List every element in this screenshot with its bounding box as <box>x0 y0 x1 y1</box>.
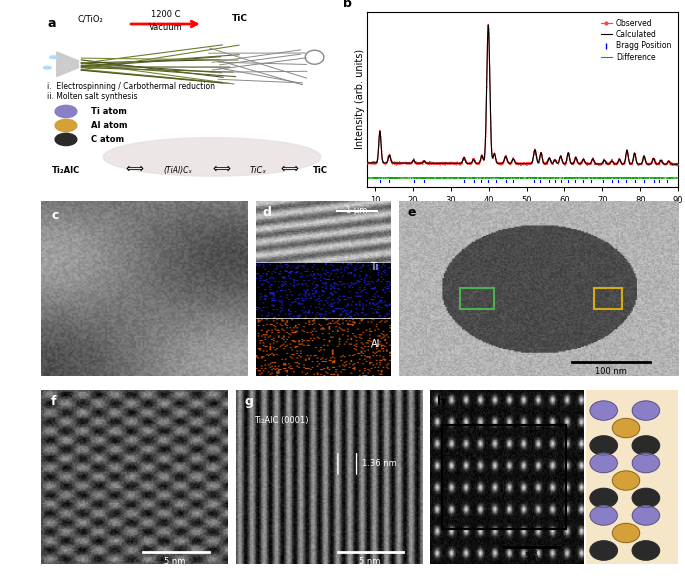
Text: ii. Molten salt synthesis: ii. Molten salt synthesis <box>47 92 138 101</box>
Calculated <box>506 160 514 167</box>
Text: TiC: TiC <box>313 166 328 175</box>
Text: h: h <box>438 395 446 408</box>
Calculated <box>363 159 371 166</box>
Ellipse shape <box>103 138 321 176</box>
Circle shape <box>612 419 640 437</box>
Text: (TiAl)Cₓ: (TiAl)Cₓ <box>164 166 192 175</box>
Text: 5 nm: 5 nm <box>359 557 380 566</box>
Bar <box>443 425 566 530</box>
Observed <box>665 158 673 165</box>
Text: 5 Å: 5 Å <box>525 552 538 561</box>
Circle shape <box>590 541 617 560</box>
Line: Observed: Observed <box>367 24 679 166</box>
Text: ⟺: ⟺ <box>281 163 299 176</box>
Circle shape <box>55 119 77 132</box>
Text: C/TiO₂: C/TiO₂ <box>78 14 103 24</box>
Ellipse shape <box>43 66 51 69</box>
Difference <box>674 175 682 182</box>
Text: e: e <box>408 206 416 219</box>
Text: Ti₂AlC (0001): Ti₂AlC (0001) <box>254 416 309 425</box>
Text: Ti atom: Ti atom <box>91 107 127 116</box>
Circle shape <box>632 436 660 455</box>
Text: 1200 C: 1200 C <box>151 10 180 19</box>
Calculated <box>514 160 523 167</box>
Circle shape <box>55 133 77 146</box>
Circle shape <box>632 489 660 507</box>
Text: a: a <box>47 17 55 30</box>
Polygon shape <box>57 52 78 76</box>
Calculated <box>608 158 616 165</box>
Difference <box>665 174 673 181</box>
Difference <box>393 175 401 182</box>
Circle shape <box>632 453 660 473</box>
Circle shape <box>590 506 617 525</box>
Circle shape <box>612 523 640 543</box>
Calculated <box>665 158 673 165</box>
Observed <box>506 159 514 166</box>
Text: ⟺: ⟺ <box>212 163 230 176</box>
Circle shape <box>632 506 660 525</box>
Circle shape <box>632 401 660 420</box>
Text: 1 μm: 1 μm <box>347 206 368 215</box>
Bar <box>460 288 494 309</box>
Observed <box>665 159 673 166</box>
Calculated <box>379 159 387 166</box>
Observed <box>673 162 681 169</box>
Text: c: c <box>51 209 59 222</box>
Text: Al atom: Al atom <box>91 121 127 130</box>
Bar <box>586 390 678 564</box>
Calculated <box>665 158 673 165</box>
Circle shape <box>590 453 617 473</box>
Legend: Observed, Calculated, Bragg Position, Difference: Observed, Calculated, Bragg Position, Di… <box>597 15 674 65</box>
Calculated <box>674 161 682 168</box>
Circle shape <box>590 489 617 507</box>
X-axis label: 2θ (°): 2θ (°) <box>509 208 536 218</box>
Observed <box>363 159 371 166</box>
Text: ⟺: ⟺ <box>125 163 143 176</box>
Difference <box>514 175 523 182</box>
Text: 1.36 nm: 1.36 nm <box>362 459 397 467</box>
Text: 5 nm: 5 nm <box>164 557 186 566</box>
Text: 100 nm: 100 nm <box>595 367 627 376</box>
Line: Calculated: Calculated <box>367 25 678 164</box>
Text: g: g <box>245 395 253 408</box>
Text: Vacuum: Vacuum <box>149 23 182 32</box>
Bar <box>595 288 622 309</box>
Text: d: d <box>263 206 272 219</box>
Text: Ti₂AlC: Ti₂AlC <box>52 166 80 175</box>
Circle shape <box>590 436 617 455</box>
Text: TiC: TiC <box>232 14 248 24</box>
Text: TiCₓ: TiCₓ <box>250 166 267 175</box>
Difference <box>506 174 514 181</box>
Observed <box>379 159 387 166</box>
Text: C atom: C atom <box>91 135 124 144</box>
Text: Al: Al <box>371 339 380 349</box>
Circle shape <box>612 471 640 490</box>
Observed <box>674 161 682 168</box>
Difference <box>384 173 393 181</box>
Observed <box>608 158 616 165</box>
Difference <box>363 175 371 182</box>
Difference <box>608 175 616 182</box>
Text: f: f <box>51 395 56 408</box>
Text: Ti: Ti <box>371 262 379 272</box>
Text: i.  Electrospinning / Carbothermal reduction: i. Electrospinning / Carbothermal reduct… <box>47 82 215 91</box>
Calculated <box>484 22 493 29</box>
Observed <box>514 159 523 166</box>
Difference <box>665 175 673 182</box>
Text: b: b <box>342 0 351 10</box>
Line: Difference: Difference <box>367 177 678 179</box>
Circle shape <box>632 541 660 560</box>
Circle shape <box>55 105 77 118</box>
Ellipse shape <box>49 56 58 59</box>
Y-axis label: Intensity (arb. units): Intensity (arb. units) <box>355 49 364 149</box>
Difference <box>379 175 387 182</box>
Observed <box>484 21 493 28</box>
Circle shape <box>590 401 617 420</box>
